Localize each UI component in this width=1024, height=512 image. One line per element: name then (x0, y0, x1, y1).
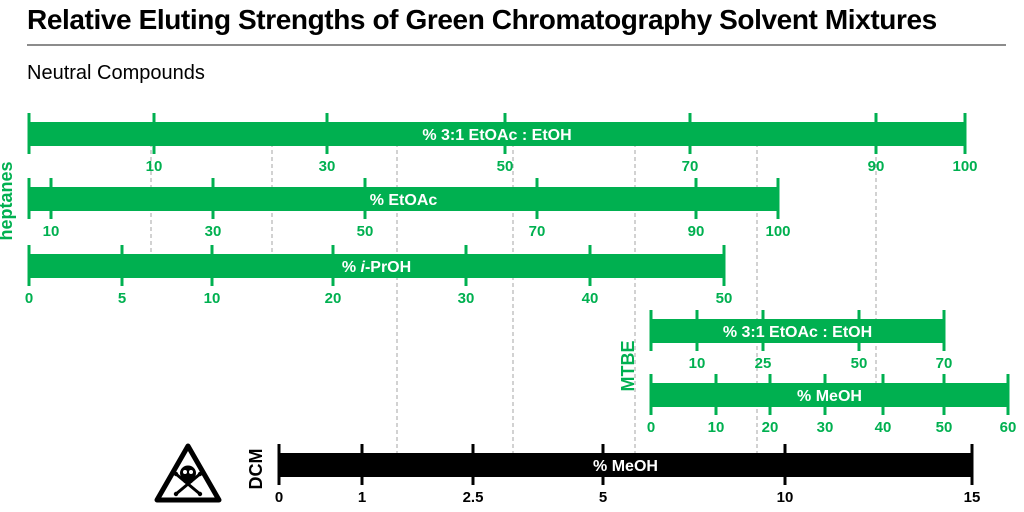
scale-bar (29, 187, 778, 211)
group-label-dcm: DCM (246, 449, 266, 490)
tick-label: 30 (458, 290, 475, 307)
tick-label: 30 (205, 223, 222, 240)
group-label-heptanes: heptanes (0, 161, 16, 240)
tick-label: 10 (689, 355, 706, 372)
tick-label: 30 (319, 158, 336, 175)
scale-2: 10 30 50 70 90 100 % EtOAc (27, 178, 791, 240)
scale-bar (29, 254, 724, 278)
scale-1: 10 30 50 70 90 100 % 3:1 EtOAc : EtOH (27, 113, 978, 175)
tick-label: 10 (777, 489, 794, 506)
tick-label: 25 (755, 355, 772, 372)
tick-label: 60 (1000, 419, 1017, 436)
scale-label: % 3:1 EtOAc : EtOH (723, 324, 872, 341)
tick-label: 1 (358, 489, 366, 506)
tick-label: 40 (582, 290, 599, 307)
scale-bar (651, 383, 1008, 407)
tick-label: 40 (875, 419, 892, 436)
tick-label: 50 (851, 355, 868, 372)
tick-label: 0 (275, 489, 283, 506)
skull-and-crossbones-warning-icon (154, 443, 222, 503)
chart-subtitle: Neutral Compounds (27, 62, 205, 84)
chart-title: Relative Eluting Strengths of Green Chro… (27, 4, 937, 35)
tick-label: 20 (762, 419, 779, 436)
tick-label: 10 (708, 419, 725, 436)
title-divider (27, 44, 1006, 46)
tick-label: 70 (682, 158, 699, 175)
tick-label: 0 (25, 290, 33, 307)
scale-3: 0 5 10 20 30 40 50 % i-PrOH (25, 245, 733, 307)
tick-label: 2.5 (463, 489, 484, 506)
group-label-mtbe: MTBE (618, 341, 638, 392)
tick-label: 70 (936, 355, 953, 372)
tick-label: 30 (817, 419, 834, 436)
tick-label: 90 (868, 158, 885, 175)
scale-bar (29, 122, 965, 146)
scale-bar (651, 319, 944, 343)
scale-label: % EtOAc (370, 192, 438, 209)
tick-label: 5 (118, 290, 126, 307)
tick-label: 15 (964, 489, 981, 506)
scale-bar (279, 453, 972, 477)
tick-label: 100 (765, 223, 790, 240)
scale-label: % MeOH (593, 458, 658, 475)
scale-5: 0 10 20 30 40 50 60 % MeOH (647, 374, 1017, 436)
tick-label: 20 (325, 290, 342, 307)
scale-6: 0 1 2.5 5 10 15 % MeOH (275, 444, 981, 506)
tick-label: 50 (357, 223, 374, 240)
tick-label: 10 (43, 223, 60, 240)
tick-label: 50 (936, 419, 953, 436)
tick-label: 50 (497, 158, 514, 175)
cosolvent-labels: heptanes MTBE DCM (0, 161, 638, 489)
scale-4: 10 25 50 70 % 3:1 EtOAc : EtOH (649, 310, 953, 372)
tick-label: 50 (716, 290, 733, 307)
tick-label: 10 (204, 290, 221, 307)
tick-label: 5 (599, 489, 607, 506)
tick-label: 100 (952, 158, 977, 175)
tick-label: 90 (688, 223, 705, 240)
tick-label: 10 (146, 158, 163, 175)
tick-label: 70 (529, 223, 546, 240)
scale-label: % 3:1 EtOAc : EtOH (422, 127, 571, 144)
tick-label: 0 (647, 419, 655, 436)
scale-label: % MeOH (797, 388, 862, 405)
scale-label: % i-PrOH (342, 259, 411, 276)
